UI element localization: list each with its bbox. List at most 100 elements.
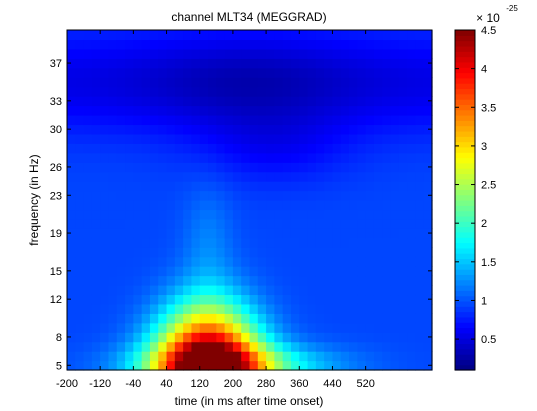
heatmap-cell: [208, 322, 217, 333]
heatmap-cell: [158, 303, 168, 314]
heatmap-cell: [415, 360, 425, 371]
heatmap-cell: [191, 124, 201, 135]
heatmap-cell: [133, 360, 143, 371]
heatmap-cell: [133, 30, 143, 41]
heatmap-cell: [423, 351, 433, 362]
heatmap-cell: [390, 256, 400, 267]
heatmap-cell: [183, 237, 193, 248]
heatmap-cell: [398, 86, 408, 97]
heatmap-cell: [415, 266, 425, 277]
heatmap-cell: [232, 294, 242, 305]
heatmap-cell: [257, 247, 267, 258]
heatmap-cell: [290, 39, 300, 50]
heatmap-cell: [166, 67, 176, 78]
heatmap-cell: [191, 77, 201, 88]
heatmap-cell: [249, 86, 259, 97]
colorbar-segment: [455, 215, 475, 222]
heatmap-cell: [324, 266, 334, 277]
heatmap-cell: [282, 77, 292, 88]
heatmap-cell: [208, 303, 217, 314]
heatmap-cell: [100, 285, 110, 296]
heatmap-cell: [199, 48, 209, 59]
heatmap-cell: [216, 77, 226, 88]
heatmap-cell: [373, 96, 383, 107]
heatmap-cell: [158, 133, 168, 144]
heatmap-cell: [274, 247, 284, 258]
heatmap-cell: [149, 96, 159, 107]
heatmap-cell: [125, 86, 134, 97]
heatmap-cell: [166, 152, 176, 163]
heatmap-cell: [216, 58, 226, 69]
heatmap-cell: [407, 39, 417, 50]
heatmap-cell: [373, 256, 383, 267]
heatmap-cell: [407, 228, 417, 239]
heatmap-cell: [332, 294, 342, 305]
heatmap-cell: [191, 39, 201, 50]
heatmap-cell: [307, 171, 317, 182]
heatmap-cell: [324, 275, 334, 286]
heatmap-cell: [365, 115, 375, 126]
heatmap-cell: [382, 294, 392, 305]
heatmap-cell: [315, 67, 325, 78]
heatmap-cell: [141, 303, 151, 314]
heatmap-cell: [398, 30, 408, 41]
heatmap-cell: [282, 247, 292, 258]
heatmap-cell: [67, 209, 76, 220]
heatmap-cell: [349, 143, 358, 154]
heatmap-cell: [365, 209, 375, 220]
colorbar-tick-label: 1.5: [481, 257, 496, 269]
heatmap-cell: [149, 133, 159, 144]
heatmap-cell: [116, 209, 126, 220]
heatmap-cell: [224, 218, 234, 229]
heatmap-cell: [282, 200, 292, 211]
heatmap-cell: [357, 58, 367, 69]
colorbar-segment: [455, 125, 475, 132]
heatmap-cell: [183, 96, 193, 107]
heatmap-cell: [83, 190, 93, 201]
heatmap-cell: [315, 237, 325, 248]
heatmap-cell: [290, 275, 300, 286]
heatmap-cell: [282, 190, 292, 201]
heatmap-cell: [158, 190, 168, 201]
heatmap-cell: [158, 124, 168, 135]
heatmap-cell: [174, 332, 184, 343]
heatmap-cell: [390, 294, 400, 305]
heatmap-cell: [274, 162, 284, 173]
heatmap-cell: [407, 332, 417, 343]
heatmap-cell: [75, 351, 85, 362]
heatmap-cell: [183, 285, 193, 296]
heatmap-cell: [166, 209, 176, 220]
heatmap-cell: [216, 200, 226, 211]
heatmap-cell: [382, 39, 392, 50]
heatmap-cell: [266, 341, 275, 352]
heatmap-cell: [274, 294, 284, 305]
heatmap-cell: [415, 341, 425, 352]
heatmap-cell: [199, 133, 209, 144]
heatmap-cell: [307, 48, 317, 59]
heatmap-cell: [91, 303, 101, 314]
heatmap-cell: [398, 313, 408, 324]
heatmap-cell: [133, 67, 143, 78]
heatmap-cell: [332, 209, 342, 220]
heatmap-cell: [158, 152, 168, 163]
heatmap-cell: [75, 341, 85, 352]
heatmap-cell: [390, 181, 400, 192]
heatmap-cell: [75, 67, 85, 78]
heatmap-cell: [423, 285, 433, 296]
heatmap-cell: [67, 237, 76, 248]
heatmap-cell: [398, 171, 408, 182]
heatmap-cell: [415, 105, 425, 116]
heatmap-cell: [67, 200, 76, 211]
heatmap-cell: [290, 313, 300, 324]
heatmap-cell: [191, 162, 201, 173]
heatmap-cell: [249, 332, 259, 343]
heatmap-cell: [216, 256, 226, 267]
heatmap-cell: [332, 133, 342, 144]
heatmap-cell: [91, 105, 101, 116]
heatmap-cell: [398, 133, 408, 144]
heatmap-cell: [274, 143, 284, 154]
heatmap-cell: [324, 30, 334, 41]
heatmap-cell: [75, 115, 85, 126]
heatmap-cell: [249, 48, 259, 59]
heatmap-cell: [191, 209, 201, 220]
